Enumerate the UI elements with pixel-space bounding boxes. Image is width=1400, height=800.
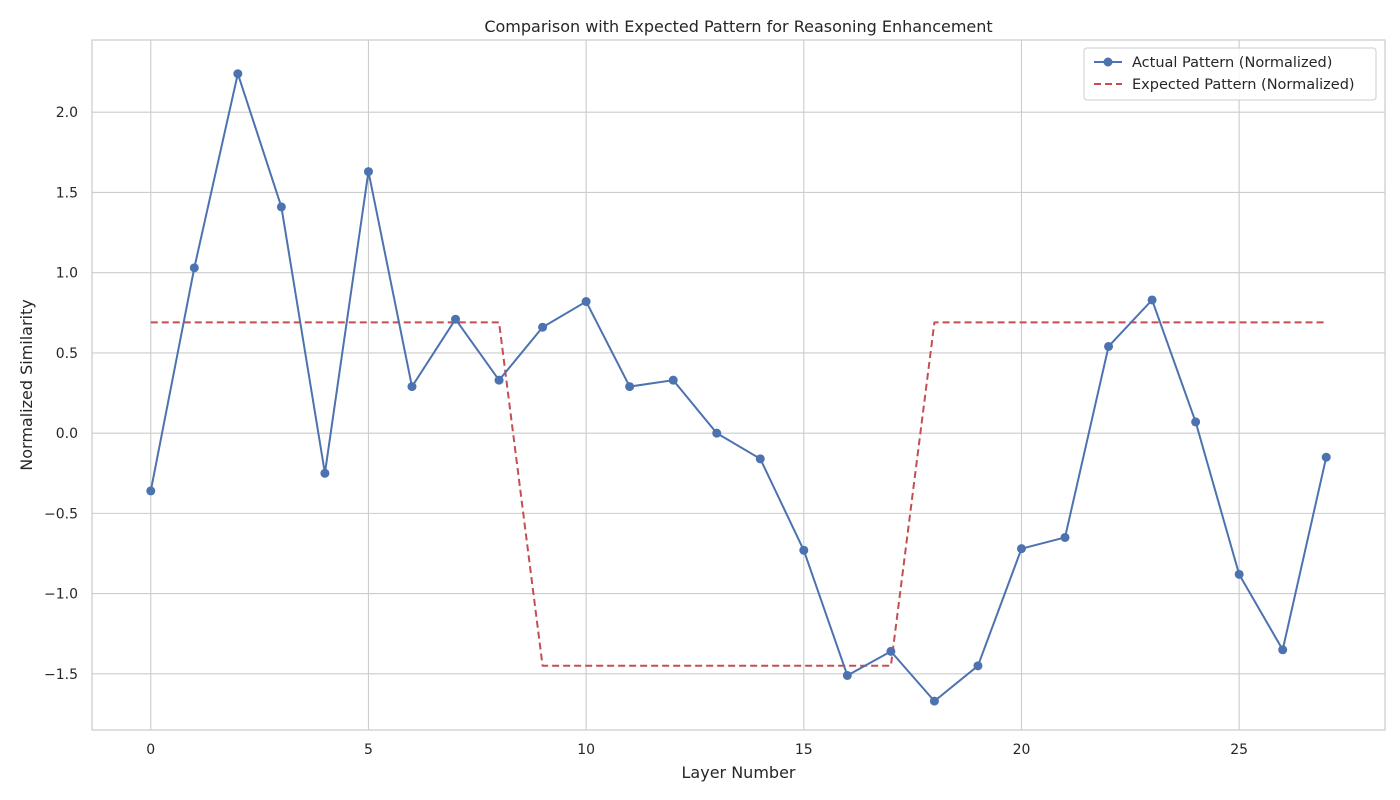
y-tick-label: −1.5: [44, 667, 78, 683]
chart-title: Comparison with Expected Pattern for Rea…: [484, 17, 992, 36]
data-point-actual: [363, 167, 373, 177]
data-point-actual: [1191, 417, 1201, 427]
legend-label-expected: Expected Pattern (Normalized): [1132, 77, 1355, 93]
data-point-actual: [451, 314, 461, 324]
x-tick-label: 5: [364, 742, 373, 758]
data-point-actual: [1234, 569, 1244, 579]
x-tick-label: 15: [795, 742, 813, 758]
data-point-actual: [668, 375, 678, 385]
series-layer: [146, 69, 1331, 706]
plot-area-frame: [91, 39, 1386, 731]
y-axis-label: Normalized Similarity: [17, 299, 36, 470]
y-tick-label: 0.0: [56, 426, 78, 442]
y-tick-label: 1.5: [56, 185, 78, 201]
y-tick-label: 1.0: [56, 266, 78, 282]
data-point-actual: [407, 382, 417, 392]
data-point-actual: [1060, 532, 1070, 542]
data-point-actual: [538, 322, 548, 332]
x-tick-label: 20: [1013, 742, 1031, 758]
data-point-actual: [842, 670, 852, 680]
y-tick-label: −0.5: [44, 506, 78, 522]
data-point-actual: [146, 486, 156, 496]
data-point-actual: [494, 375, 504, 385]
x-tick-label: 10: [577, 742, 595, 758]
data-point-actual: [189, 263, 199, 273]
data-point-actual: [1104, 341, 1114, 351]
data-point-actual: [799, 545, 809, 555]
data-point-actual: [581, 297, 591, 307]
data-point-actual: [712, 428, 722, 438]
data-point-actual: [625, 382, 635, 392]
data-point-actual: [1321, 452, 1331, 462]
data-point-actual: [233, 69, 243, 79]
data-point-actual: [973, 661, 983, 671]
data-point-actual: [320, 468, 330, 478]
legend-marker-actual: [1103, 57, 1113, 67]
series-line-actual: [149, 72, 1328, 703]
y-tick-label: 2.0: [56, 105, 78, 121]
y-tick-label: −1.0: [44, 587, 78, 603]
x-tick-label: 0: [146, 742, 155, 758]
legend-box: [1083, 47, 1377, 101]
x-tick-label: 25: [1230, 742, 1248, 758]
grid: [92, 40, 1385, 730]
legend: Actual Pattern (Normalized) Expected Pat…: [1083, 47, 1377, 101]
data-point-actual: [276, 202, 286, 212]
y-tick-label: 0.5: [56, 346, 78, 362]
data-point-actual: [755, 454, 765, 464]
axis-ticks: 0 5 10 15 20 25 −1.5 −1.0 −0.5 0.0 0.5 1.0 1.5 2.0: [44, 105, 1248, 758]
data-point-actual: [1016, 544, 1026, 554]
data-point-actual: [886, 646, 896, 656]
data-point-actual: [1278, 645, 1288, 655]
x-axis-label: Layer Number: [682, 763, 796, 782]
legend-label-actual: Actual Pattern (Normalized): [1132, 55, 1332, 71]
data-point-actual: [929, 696, 939, 706]
data-point-actual: [1147, 295, 1157, 305]
